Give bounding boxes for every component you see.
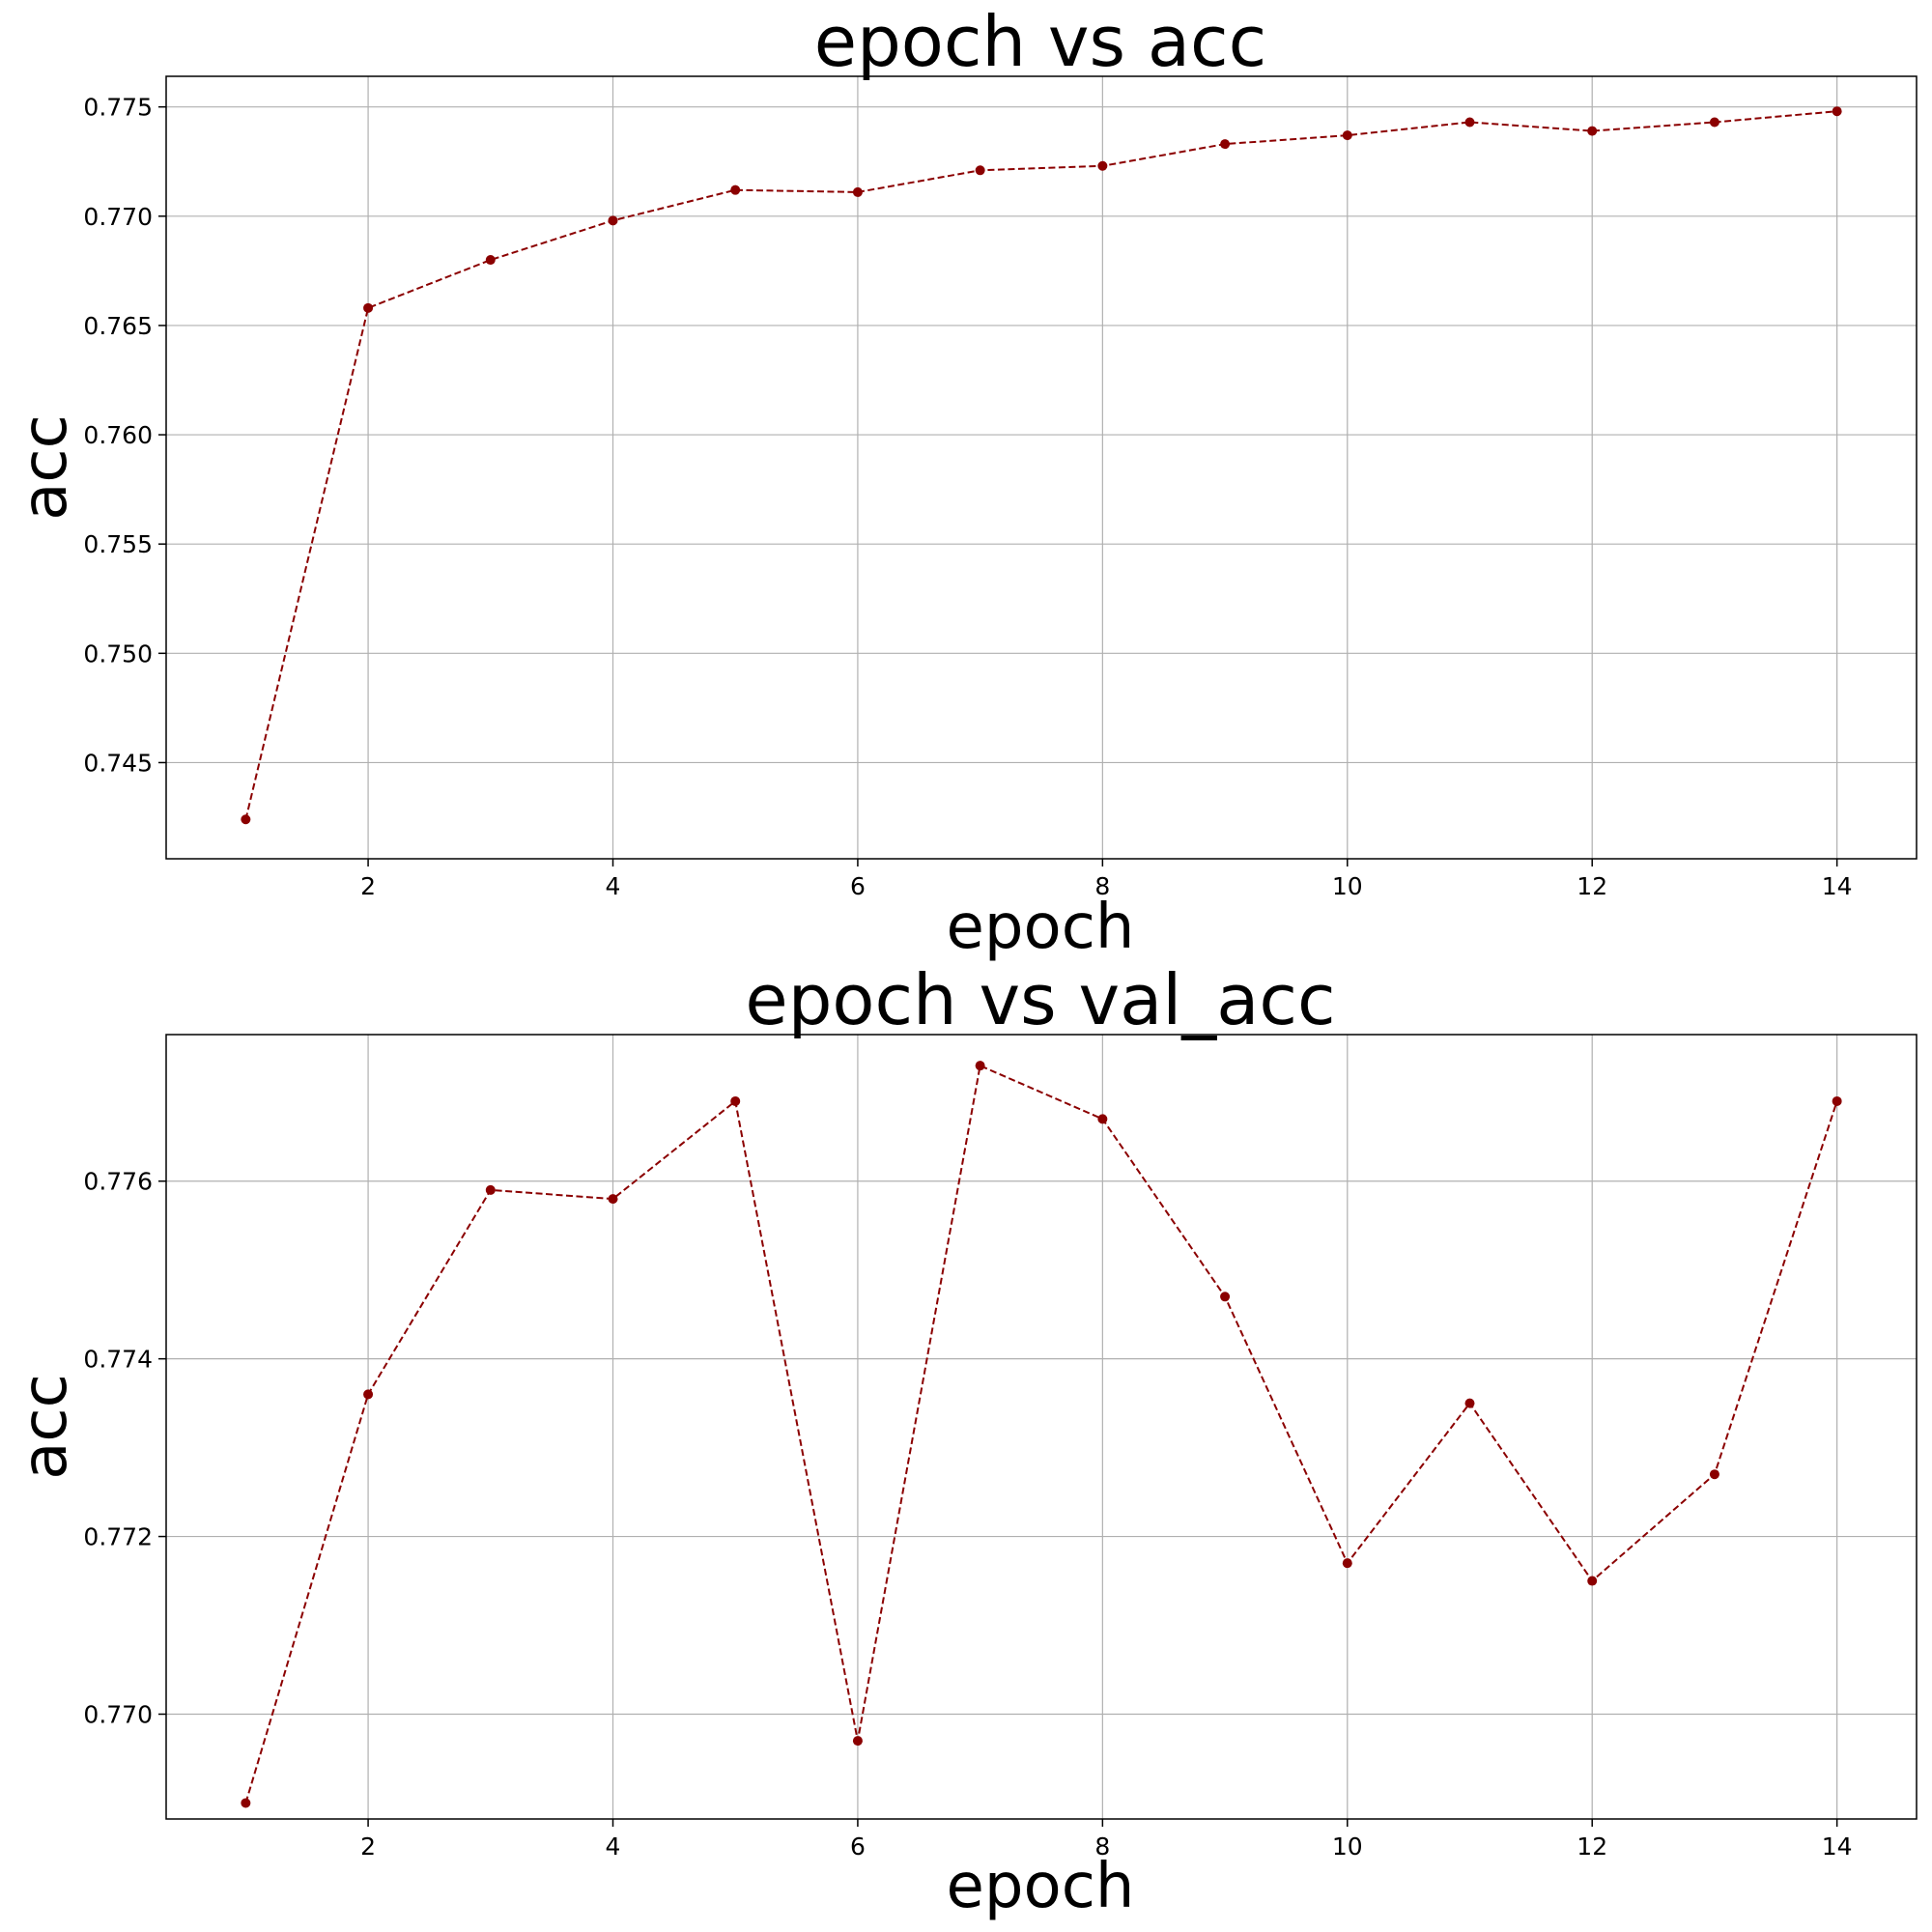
chart-1-xlabel: epoch: [947, 892, 1135, 963]
chart-2-data-point: [1464, 1398, 1475, 1408]
chart-2-ticks: 2 4 6 8 10 12 14 0.770 0.772 0.774 0.776: [83, 1168, 1852, 1861]
chart-1-data-point: [241, 814, 251, 825]
chart-1-x-tick-label: 2: [360, 872, 376, 900]
chart-1-series: [241, 106, 1842, 825]
chart-1-data-point: [1097, 160, 1108, 171]
chart-1-x-tick-label: 10: [1332, 872, 1363, 900]
chart-1-data-point: [1220, 139, 1231, 150]
chart-2-data-point: [363, 1389, 374, 1400]
chart-2-x-tick-label: 4: [606, 1833, 621, 1861]
chart-2: epoch vs val_acc 2 4 6 8 10 12 14 0.770 0.772 0.7…: [10, 959, 1918, 1922]
chart-1-data-point: [1464, 117, 1475, 128]
chart-1: epoch vs acc 2 4 6 8 10 12 14 0.745 0.750 0.755 0.…: [10, 1, 1918, 963]
chart-1-y-tick-label: 0.745: [83, 749, 153, 777]
chart-1-data-point: [485, 255, 496, 266]
chart-1-data-point: [1832, 106, 1842, 117]
chart-1-data-point: [363, 302, 374, 313]
chart-2-series-line: [244, 1064, 1838, 1804]
chart-1-y-tick-label: 0.755: [83, 530, 153, 558]
chart-2-title: epoch vs val_acc: [745, 959, 1335, 1040]
chart-2-y-tick-label: 0.774: [83, 1346, 153, 1374]
chart-1-x-tick-label: 14: [1822, 872, 1853, 900]
chart-1-y-tick-label: 0.765: [83, 312, 153, 340]
chart-1-data-point: [1342, 130, 1352, 141]
chart-2-ylabel: acc: [10, 1374, 81, 1480]
chart-1-x-tick-label: 6: [850, 872, 866, 900]
chart-2-data-point: [1587, 1576, 1598, 1586]
chart-2-x-tick-label: 12: [1577, 1833, 1607, 1861]
chart-1-x-tick-label: 12: [1577, 872, 1607, 900]
chart-1-gridlines: [166, 76, 1917, 859]
chart-2-data-point: [975, 1061, 985, 1071]
chart-2-x-tick-label: 6: [850, 1833, 866, 1861]
chart-2-data-point: [852, 1736, 863, 1747]
chart-2-y-tick-label: 0.772: [83, 1523, 153, 1551]
chart-2-y-tick-label: 0.776: [83, 1168, 153, 1196]
chart-1-data-point: [852, 186, 863, 197]
chart-1-x-tick-label: 4: [606, 872, 621, 900]
chart-2-data-point: [1709, 1469, 1719, 1480]
chart-1-ticks: 2 4 6 8 10 12 14 0.745 0.750 0.755 0.760 0.765 0.770…: [83, 94, 1852, 900]
chart-1-data-point: [975, 165, 985, 176]
chart-2-plot-frame: [165, 1034, 1918, 1820]
chart-1-title: epoch vs acc: [814, 1, 1266, 82]
chart-2-series: [241, 1061, 1842, 1808]
chart-2-data-point: [241, 1798, 251, 1808]
chart-1-data-point: [1709, 117, 1719, 128]
chart-1-plot-frame: [165, 75, 1918, 860]
chart-2-x-tick-label: 10: [1332, 1833, 1363, 1861]
chart-1-y-tick-label: 0.750: [83, 639, 153, 668]
chart-1-x-tick-label: 8: [1094, 872, 1110, 900]
chart-2-data-point: [485, 1184, 496, 1195]
chart-2-x-tick-label: 2: [360, 1833, 376, 1861]
chart-2-data-point: [1342, 1558, 1352, 1569]
chart-1-data-point: [608, 215, 618, 226]
chart-2-x-tick-label: 8: [1094, 1833, 1110, 1861]
chart-1-y-tick-label: 0.770: [83, 203, 153, 231]
chart-1-series-line: [244, 110, 1837, 820]
chart-1-data-point: [730, 185, 741, 195]
chart-2-y-tick-label: 0.770: [83, 1700, 153, 1728]
chart-2-data-point: [730, 1095, 741, 1106]
chart-2-data-point: [608, 1194, 618, 1205]
chart-1-ylabel: acc: [10, 414, 81, 521]
chart-1-data-point: [1587, 126, 1598, 136]
chart-1-y-tick-label: 0.775: [83, 94, 153, 122]
chart-2-gridlines: [166, 1035, 1917, 1819]
chart-2-data-point: [1220, 1292, 1231, 1302]
chart-2-data-point: [1832, 1095, 1842, 1106]
chart-1-y-tick-label: 0.760: [83, 421, 153, 449]
chart-2-data-point: [1097, 1114, 1108, 1124]
chart-2-x-tick-label: 14: [1822, 1833, 1853, 1861]
chart-2-xlabel: epoch: [947, 1851, 1135, 1922]
